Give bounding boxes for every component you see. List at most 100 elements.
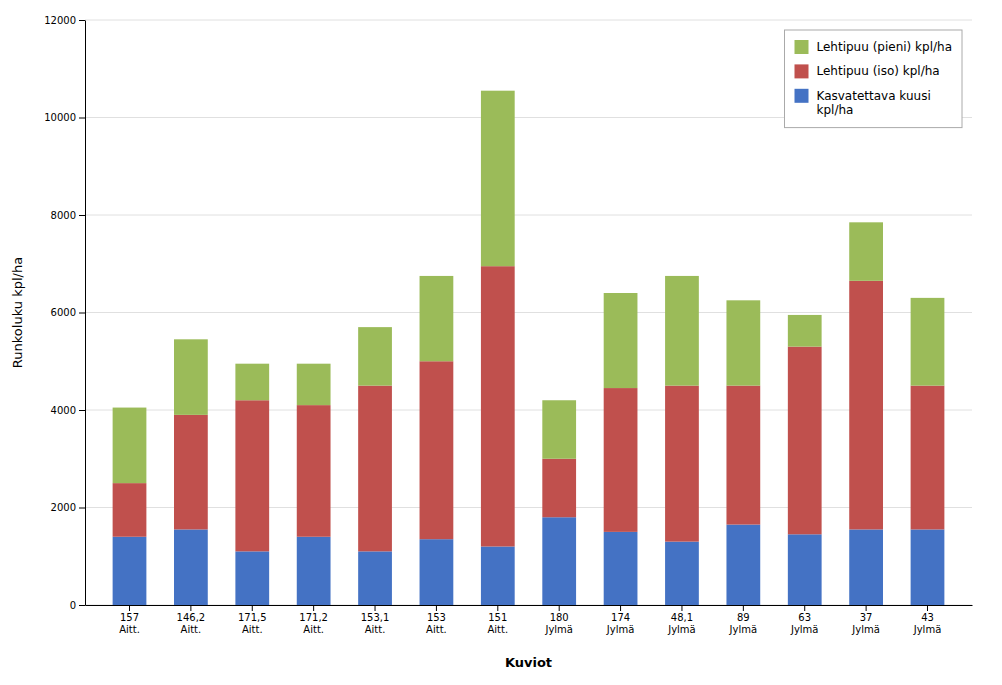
bar	[481, 266, 515, 546]
x-tick-mark	[559, 605, 560, 611]
bar	[481, 91, 515, 267]
x-tick-label: 146,2Aitt.	[177, 612, 206, 635]
x-tick-label: 174Jylmä	[606, 612, 635, 635]
grid-line	[85, 507, 972, 508]
x-tick-label-line: Aitt.	[119, 624, 140, 635]
x-tick: 174Jylmä	[606, 605, 635, 635]
x-tick-label-line: 63	[798, 612, 811, 623]
y-tick-label: 2000	[51, 502, 76, 513]
bar	[420, 539, 454, 605]
x-axis-line	[86, 605, 973, 606]
bar	[542, 400, 576, 459]
y-tick-mark	[79, 118, 85, 119]
x-tick-label-line: Jylmä	[790, 624, 819, 635]
y-tick: 4000	[51, 405, 85, 416]
x-tick-label-line: 48,1	[671, 612, 693, 623]
x-tick-mark	[743, 605, 744, 611]
x-tick-label: 63Jylmä	[790, 612, 819, 635]
bar	[113, 537, 147, 605]
bar	[911, 529, 945, 605]
x-tick-label-line: 89	[737, 612, 750, 623]
x-tick-label: 153Aitt.	[426, 612, 447, 635]
x-tick-label-line: 180	[550, 612, 569, 623]
bar	[726, 386, 760, 525]
x-tick-label: 37Jylmä	[851, 612, 880, 635]
y-tick-label: 6000	[51, 307, 76, 318]
legend-swatch	[795, 40, 809, 54]
x-tick-label: 157Aitt.	[119, 612, 140, 635]
x-tick-mark	[804, 605, 805, 611]
legend-entry: Kasvatettava kuusikpl/ha	[795, 89, 931, 117]
legend-swatch	[795, 64, 809, 78]
x-tick-label-line: 171,5	[238, 612, 267, 623]
bar	[358, 551, 392, 605]
y-tick: 2000	[51, 502, 85, 513]
legend-entry: Lehtipuu (pieni) kpl/ha	[795, 40, 953, 54]
y-tick-mark	[79, 508, 85, 509]
x-tick-label-line: 157	[120, 612, 139, 623]
y-tick-label: 4000	[51, 405, 76, 416]
x-axis: 157Aitt.146,2Aitt.171,5Aitt.171,2Aitt.15…	[86, 605, 973, 635]
y-axis-title: Runkoluku kpl/ha	[10, 257, 25, 368]
grid-line	[85, 410, 972, 411]
bar	[174, 529, 208, 605]
x-tick: 180Jylmä	[544, 605, 573, 635]
x-tick-label-line: 37	[860, 612, 873, 623]
x-tick-label-line: Jylmä	[667, 624, 696, 635]
x-tick-mark	[375, 605, 376, 611]
bar	[849, 222, 883, 281]
y-axis-line	[85, 21, 86, 606]
y-tick-label: 8000	[51, 210, 76, 221]
y-tick-label: 0	[70, 600, 76, 611]
bar	[174, 339, 208, 415]
x-tick-label: 180Jylmä	[544, 612, 573, 635]
x-tick-label: 153,1Aitt.	[361, 612, 390, 635]
bar	[911, 386, 945, 530]
y-axis: 0 2000 4000 6000 8000 10000 12000	[44, 15, 85, 611]
x-tick: 43Jylmä	[913, 605, 942, 635]
y-tick: 10000	[44, 112, 85, 123]
bar	[665, 386, 699, 542]
bar	[420, 361, 454, 539]
bar	[726, 525, 760, 605]
bar	[174, 415, 208, 530]
x-tick-label-line: Aitt.	[487, 624, 508, 635]
bar	[788, 315, 822, 347]
bar	[113, 483, 147, 537]
x-tick-label-line: 174	[611, 612, 630, 623]
legend: Lehtipuu (pieni) kpl/haLehtipuu (iso) kp…	[785, 30, 963, 128]
x-tick: 171,5Aitt.	[238, 605, 267, 635]
x-tick-mark	[129, 605, 130, 611]
bar	[788, 347, 822, 535]
grid-line	[85, 605, 972, 606]
bar	[542, 517, 576, 605]
bar	[604, 293, 638, 388]
bar	[297, 364, 331, 405]
legend-label-line: Kasvatettava kuusi	[817, 89, 931, 103]
bar	[788, 534, 822, 605]
x-tick: 63Jylmä	[790, 605, 819, 635]
legend-box	[785, 30, 963, 128]
x-tick-mark	[313, 605, 314, 611]
legend-label: Kasvatettava kuusikpl/ha	[817, 89, 931, 117]
bar	[665, 276, 699, 386]
x-tick-mark	[681, 605, 682, 611]
grid-line	[85, 215, 972, 216]
y-tick-mark	[79, 20, 85, 21]
x-tick-mark	[190, 605, 191, 611]
x-tick-label-line: Jylmä	[851, 624, 880, 635]
bar	[726, 300, 760, 385]
y-tick: 12000	[44, 15, 85, 26]
grid-line	[85, 312, 972, 313]
bar	[113, 408, 147, 484]
x-tick-mark	[927, 605, 928, 611]
x-tick: 146,2Aitt.	[177, 605, 206, 635]
x-tick: 37Jylmä	[851, 605, 880, 635]
series	[113, 91, 945, 483]
x-tick-label-line: Aitt.	[181, 624, 202, 635]
x-tick: 153Aitt.	[426, 605, 447, 635]
bar	[481, 547, 515, 606]
x-tick-label: 171,2Aitt.	[299, 612, 328, 635]
grid-line	[85, 20, 972, 21]
x-tick-label-line: Aitt.	[303, 624, 324, 635]
